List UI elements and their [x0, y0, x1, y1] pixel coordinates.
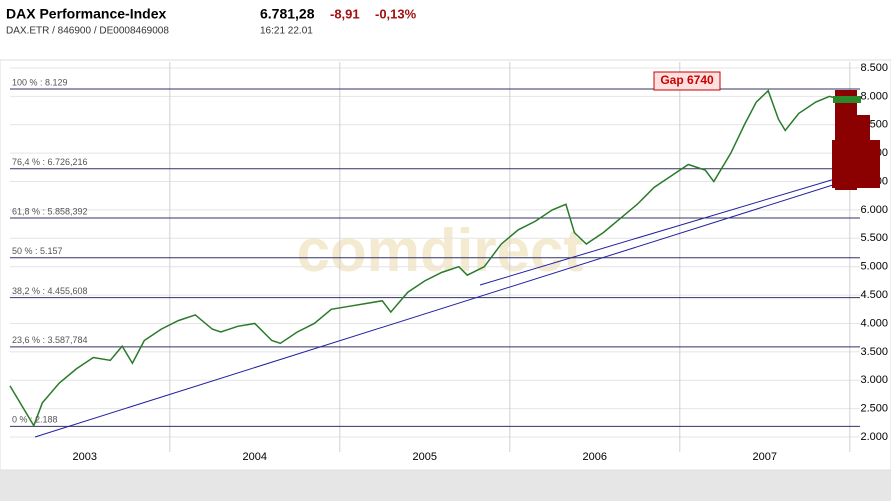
x-tick-label: 2003 [73, 451, 97, 463]
fib-label: 23,6 % : 3.587,784 [12, 335, 88, 345]
fib-label: 100 % : 8.129 [12, 77, 68, 87]
y-tick-label: 2.000 [860, 431, 888, 443]
trendline [479, 172, 856, 286]
y-tick-label: 5.500 [860, 232, 888, 244]
annotation: Gap 6740 [660, 73, 714, 87]
fib-label: 76,4 % : 6.726,216 [12, 157, 88, 167]
x-tick-label: 2004 [243, 451, 267, 463]
y-tick-label: 8.000 [860, 90, 888, 102]
annotation-box [653, 71, 721, 91]
footer-band [0, 470, 891, 501]
y-tick-label: 6.000 [860, 204, 888, 216]
y-tick-label: 3.500 [860, 346, 888, 358]
x-tick-label: 2007 [753, 451, 777, 463]
ids: DAX.ETR / 846900 / DE0008469008 [6, 26, 169, 37]
y-tick-label: 7.500 [860, 119, 888, 131]
y-tick-label: 2.500 [860, 403, 888, 415]
y-tick-label: 4.000 [860, 317, 888, 329]
y-tick-label: 8.500 [860, 62, 888, 74]
y-tick-label: 3.000 [860, 374, 888, 386]
y-tick-label: 5.000 [860, 261, 888, 273]
change-pct: -0,13% [375, 6, 417, 21]
fib-label: 61,8 % : 5.858,392 [12, 206, 88, 216]
green-marker [833, 96, 861, 103]
y-tick-label: 4.500 [860, 289, 888, 301]
price: 6.781,28 [260, 6, 315, 22]
trendline [34, 177, 856, 438]
fib-label: 38,2 % : 4.455,608 [12, 286, 88, 296]
x-tick-label: 2005 [413, 451, 437, 463]
fib-label: 0 % : 2.188 [12, 415, 58, 425]
plot: 2.000 2.500 3.000 3.500 4.000 4.500 5.000 5.500… [9, 62, 888, 463]
time: 16:21 22.01 [260, 26, 313, 37]
fib-label: 50 % : 5.157 [12, 246, 63, 256]
price-line [9, 89, 860, 428]
gap-block [832, 140, 880, 188]
title: DAX Performance-Index [6, 6, 166, 22]
change: -8,91 [330, 6, 360, 21]
x-tick-label: 2006 [583, 451, 607, 463]
